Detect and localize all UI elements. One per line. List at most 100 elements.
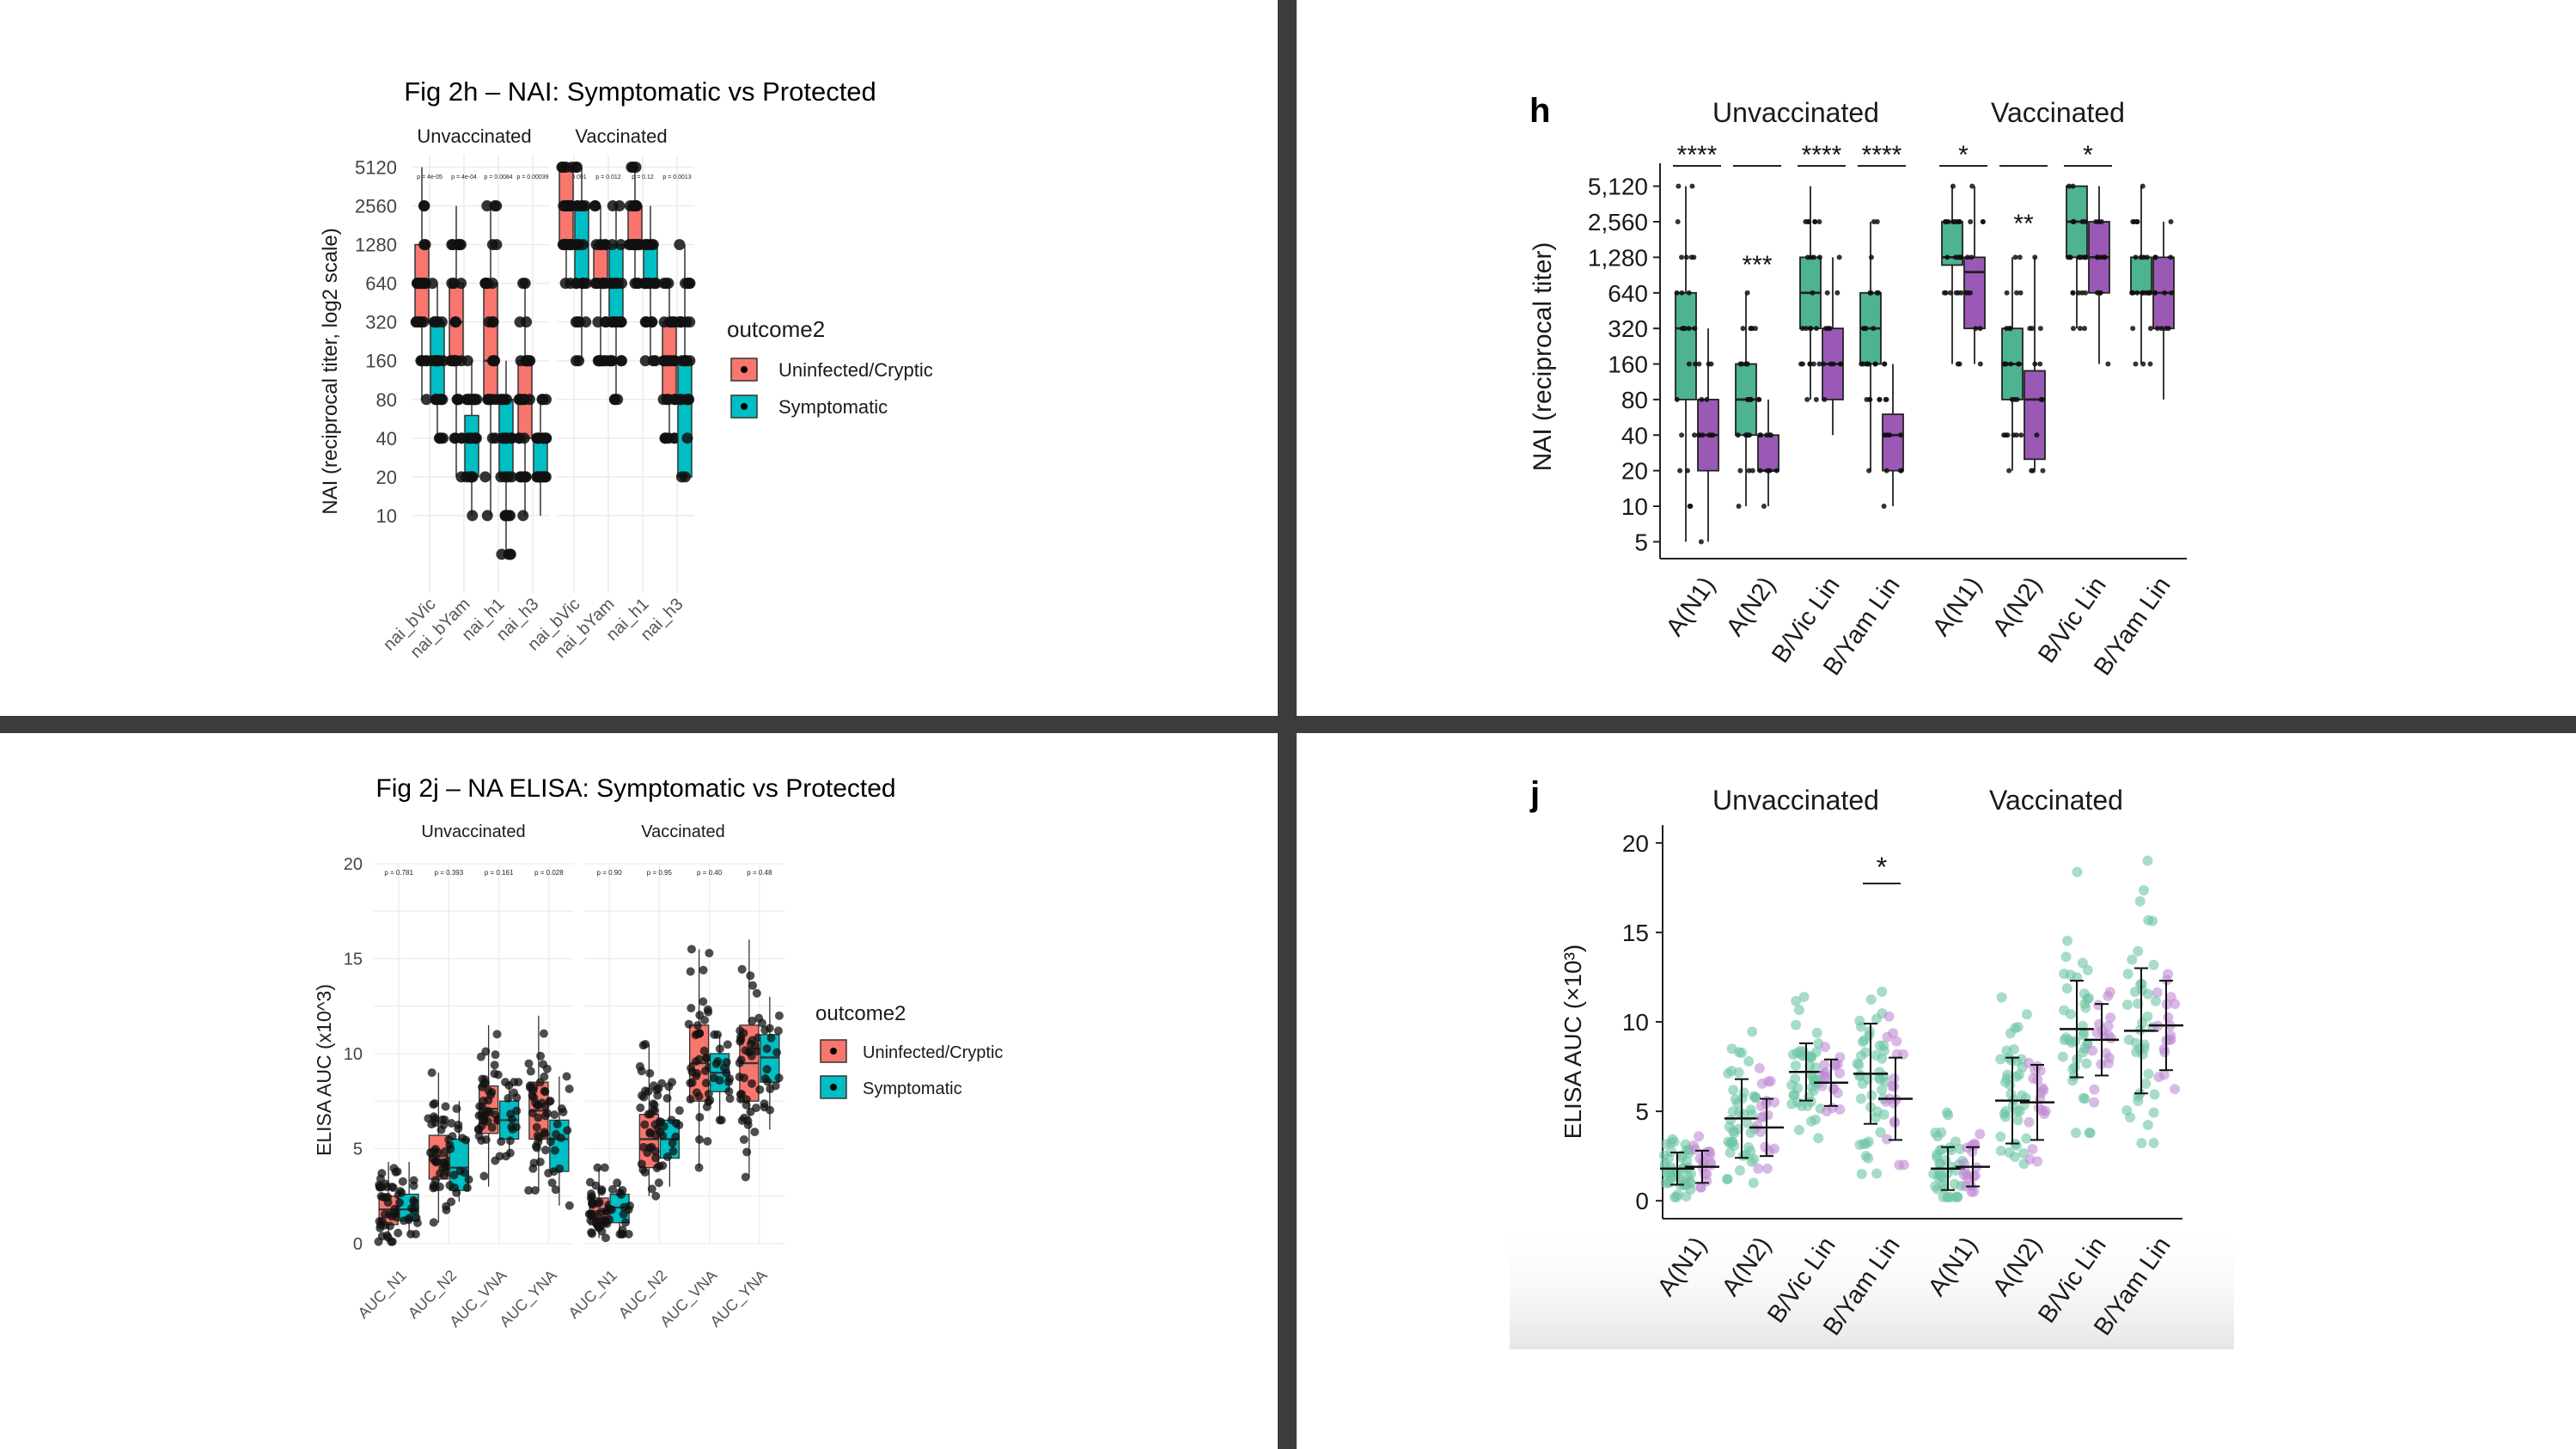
paper-elisa-point [1928, 1168, 1939, 1179]
paper-nai-point [1804, 396, 1810, 402]
r-elisa-point [540, 1102, 550, 1111]
r-nai-point [513, 432, 525, 444]
paper-elisa-point [2010, 1023, 2021, 1034]
r-elisa-point [532, 1122, 541, 1132]
r-elisa-point [668, 1139, 677, 1148]
paper-elisa-point [2134, 1024, 2146, 1036]
paper-elisa-point [1884, 1093, 1895, 1104]
paper-nai-point [2077, 326, 2083, 332]
paper-elisa-ytick-label: 15 [1622, 920, 1649, 946]
r-elisa-point [479, 1111, 489, 1121]
r-nai-ytick-label: 40 [376, 428, 397, 449]
r-nai-point [560, 162, 572, 174]
paper-nai-point [2009, 396, 2015, 402]
r-nai-point [639, 316, 651, 328]
r-nai-point [571, 162, 583, 174]
r-nai-point [623, 239, 635, 251]
r-nai-pvalue: p = 4e-04 [451, 174, 477, 180]
paper-elisa-point [1956, 1180, 1967, 1191]
r-elisa-point [394, 1208, 404, 1218]
r-nai-point [534, 471, 546, 483]
paper-nai-point [1838, 361, 1844, 367]
r-nai-point [630, 162, 642, 174]
r-elisa-point [762, 1065, 772, 1074]
r-nai-point [681, 432, 693, 444]
r-nai-point [631, 278, 643, 290]
paper-elisa-point [1672, 1189, 1683, 1200]
paper-nai-xtick-label: A(N1) [1927, 572, 1987, 641]
r-nai-point [570, 162, 582, 174]
r-elisa-point [540, 1128, 549, 1137]
paper-elisa-point [1966, 1186, 1977, 1197]
r-elisa-point [442, 1205, 451, 1214]
paper-elisa-point [2070, 1128, 2081, 1139]
r-nai-point [419, 239, 431, 251]
paper-elisa-point [2087, 1045, 2098, 1056]
paper-nai-point [2014, 396, 2020, 402]
r-nai-point [520, 355, 532, 367]
r-elisa-point [584, 1209, 594, 1219]
paper-elisa-point [1725, 1115, 1737, 1126]
paper-elisa-point [2059, 1035, 2070, 1046]
paper-elisa-point [2082, 994, 2093, 1005]
r-nai-point [446, 355, 458, 367]
paper-elisa-point [1938, 1172, 1949, 1183]
paper-nai-point [1808, 254, 1814, 260]
r-elisa-point [407, 1203, 417, 1213]
r-elisa-point [506, 1110, 516, 1119]
r-elisa-point [377, 1232, 387, 1241]
r-elisa-xtick-label: AUC_N2 [405, 1267, 461, 1323]
r-nai-point [466, 471, 478, 483]
paper-elisa-point [1959, 1166, 1970, 1177]
paper-nai-point [2071, 219, 2077, 225]
r-nai-point [418, 278, 430, 290]
r-nai-point [592, 316, 604, 328]
r-nai-point [516, 471, 528, 483]
paper-elisa-point [2017, 1090, 2028, 1101]
r-elisa-point [649, 1081, 658, 1091]
r-elisa-point [601, 1233, 610, 1243]
r-nai-point [484, 394, 496, 406]
r-elisa-point [751, 1104, 760, 1113]
r-nai-point [500, 432, 512, 444]
r-nai-point [667, 316, 679, 328]
paper-nai-point [1830, 361, 1836, 367]
r-elisa-point [454, 1124, 463, 1134]
paper-nai-point [1679, 290, 1685, 296]
r-elisa-point [587, 1192, 596, 1201]
r-nai-point [571, 239, 583, 251]
r-elisa-point [552, 1119, 562, 1128]
paper-elisa-point [2033, 1102, 2044, 1113]
r-elisa-point [615, 1229, 625, 1238]
r-elisa-point [624, 1229, 633, 1238]
r-elisa-point [739, 1134, 748, 1144]
r-nai-point [481, 510, 493, 522]
paper-nai-point [1969, 183, 1975, 189]
r-elisa-point [664, 1082, 674, 1091]
paper-nai-point [2098, 219, 2104, 225]
r-elisa-xtick-label: AUC_VNA [446, 1267, 510, 1331]
paper-nai-point [2098, 254, 2104, 260]
r-elisa-point [427, 1120, 436, 1129]
r-elisa-point [741, 1172, 750, 1182]
r-nai-point [469, 394, 481, 406]
r-elisa-point [540, 1072, 549, 1081]
r-elisa-point [565, 1201, 574, 1210]
r-nai-point [410, 316, 422, 328]
paper-elisa-point [1855, 1021, 1866, 1032]
r-elisa-point [748, 1036, 757, 1045]
r-nai-point [466, 471, 478, 483]
paper-elisa-point [1865, 994, 1877, 1006]
paper-elisa-point [1864, 1030, 1875, 1041]
r-nai-box-box [464, 414, 479, 478]
paper-elisa-point [1816, 1080, 1828, 1091]
r-nai-point [516, 394, 528, 406]
r-elisa-point [687, 945, 696, 954]
r-elisa-point [724, 1077, 734, 1086]
paper-elisa-point [1858, 1138, 1869, 1149]
r-nai-panel-bg [412, 155, 550, 593]
r-nai-point [418, 200, 430, 212]
r-elisa-point [534, 1137, 543, 1146]
r-elisa-point [446, 1144, 455, 1153]
paper-elisa-point [1792, 1048, 1803, 1059]
